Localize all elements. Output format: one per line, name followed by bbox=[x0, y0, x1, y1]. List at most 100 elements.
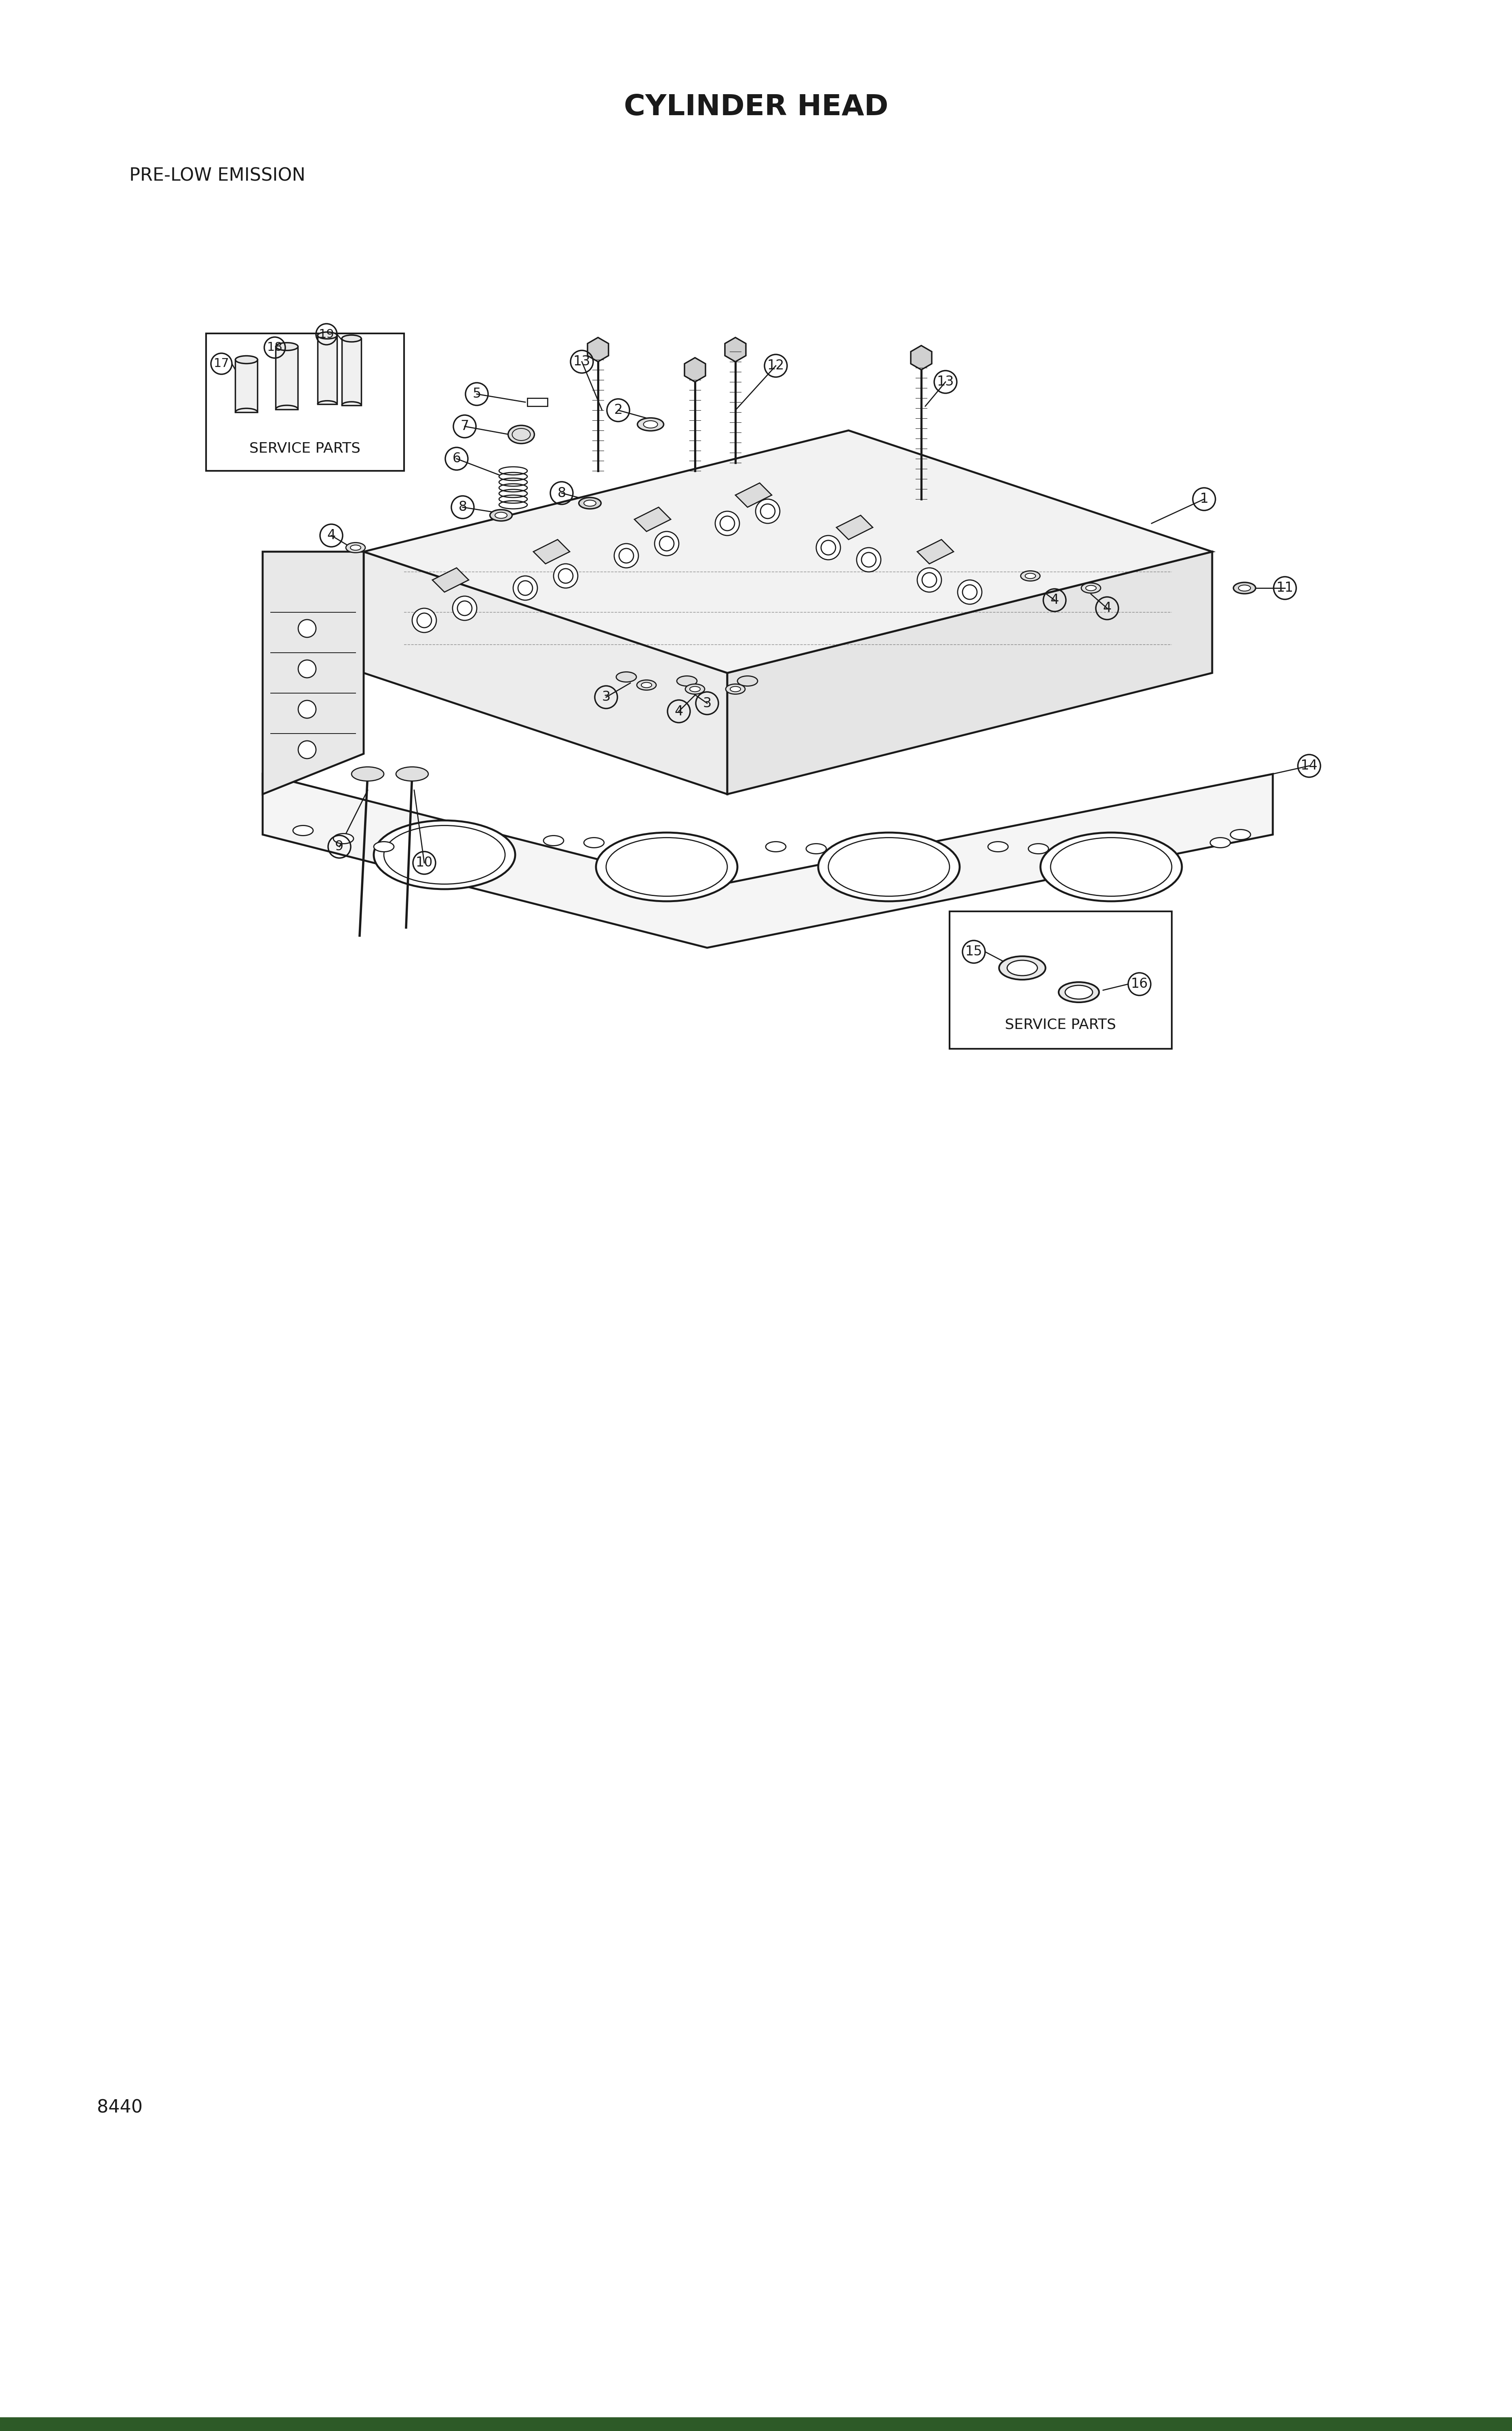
Ellipse shape bbox=[987, 841, 1009, 851]
Polygon shape bbox=[635, 508, 671, 532]
Ellipse shape bbox=[726, 683, 745, 695]
Circle shape bbox=[298, 620, 316, 637]
Text: SERVICE PARTS: SERVICE PARTS bbox=[249, 442, 361, 455]
Text: 5: 5 bbox=[472, 387, 481, 401]
Text: 19: 19 bbox=[319, 328, 334, 340]
Ellipse shape bbox=[373, 841, 395, 851]
Ellipse shape bbox=[1021, 571, 1040, 581]
Polygon shape bbox=[685, 357, 706, 382]
Circle shape bbox=[816, 535, 841, 559]
Circle shape bbox=[614, 545, 638, 569]
Ellipse shape bbox=[818, 831, 960, 902]
Text: 4: 4 bbox=[327, 530, 336, 542]
Text: 18: 18 bbox=[268, 343, 283, 352]
Polygon shape bbox=[432, 569, 469, 593]
Bar bbox=[318, 335, 337, 404]
Ellipse shape bbox=[641, 683, 652, 688]
Ellipse shape bbox=[1238, 586, 1250, 591]
Circle shape bbox=[756, 498, 780, 523]
Ellipse shape bbox=[730, 686, 741, 693]
Text: CYLINDER HEAD: CYLINDER HEAD bbox=[624, 92, 888, 122]
Circle shape bbox=[655, 532, 679, 557]
Bar bbox=[950, 912, 1172, 1048]
Ellipse shape bbox=[293, 827, 313, 836]
Ellipse shape bbox=[999, 955, 1045, 980]
Ellipse shape bbox=[1007, 960, 1037, 975]
Ellipse shape bbox=[765, 841, 786, 851]
Circle shape bbox=[413, 608, 437, 632]
Circle shape bbox=[298, 741, 316, 758]
Text: 15: 15 bbox=[965, 946, 983, 958]
Text: 14: 14 bbox=[1300, 758, 1318, 773]
Ellipse shape bbox=[1028, 844, 1048, 853]
Ellipse shape bbox=[373, 819, 516, 890]
Ellipse shape bbox=[1058, 982, 1099, 1002]
Polygon shape bbox=[836, 515, 872, 540]
Ellipse shape bbox=[351, 766, 384, 780]
Text: SERVICE PARTS: SERVICE PARTS bbox=[1005, 1019, 1116, 1031]
Ellipse shape bbox=[318, 333, 337, 338]
Text: 10: 10 bbox=[416, 856, 432, 870]
Text: 8: 8 bbox=[558, 486, 565, 501]
Circle shape bbox=[857, 547, 881, 571]
Ellipse shape bbox=[738, 676, 758, 686]
Text: 3: 3 bbox=[602, 690, 611, 705]
Ellipse shape bbox=[236, 355, 257, 365]
Text: 13: 13 bbox=[937, 374, 954, 389]
Ellipse shape bbox=[1040, 831, 1182, 902]
Circle shape bbox=[298, 659, 316, 678]
Polygon shape bbox=[735, 484, 771, 508]
Ellipse shape bbox=[1064, 985, 1093, 999]
Text: 4: 4 bbox=[1051, 593, 1058, 608]
Ellipse shape bbox=[1231, 829, 1250, 839]
Circle shape bbox=[957, 581, 981, 605]
Ellipse shape bbox=[638, 418, 664, 430]
Text: 12: 12 bbox=[767, 360, 785, 372]
Ellipse shape bbox=[508, 425, 534, 442]
Text: 16: 16 bbox=[1131, 977, 1148, 992]
Ellipse shape bbox=[1210, 839, 1231, 848]
Bar bbox=[206, 333, 404, 472]
Circle shape bbox=[513, 576, 537, 600]
Text: 17: 17 bbox=[213, 357, 230, 370]
Ellipse shape bbox=[617, 671, 637, 683]
Polygon shape bbox=[588, 338, 608, 362]
Text: 4: 4 bbox=[1102, 600, 1111, 615]
Bar bbox=[342, 338, 361, 406]
Text: PRE-LOW EMISSION: PRE-LOW EMISSION bbox=[130, 168, 305, 185]
Ellipse shape bbox=[584, 501, 596, 506]
Circle shape bbox=[452, 596, 476, 620]
Text: 13: 13 bbox=[573, 355, 590, 370]
Bar bbox=[528, 399, 547, 406]
Ellipse shape bbox=[596, 831, 738, 902]
Text: 9: 9 bbox=[336, 841, 343, 853]
Polygon shape bbox=[534, 540, 570, 564]
Ellipse shape bbox=[685, 683, 705, 695]
Ellipse shape bbox=[677, 676, 697, 686]
Text: 2: 2 bbox=[614, 404, 623, 416]
Text: 1: 1 bbox=[1201, 493, 1208, 506]
Circle shape bbox=[918, 569, 942, 593]
Bar bbox=[236, 360, 257, 413]
Ellipse shape bbox=[644, 421, 658, 428]
Circle shape bbox=[298, 700, 316, 717]
Text: 6: 6 bbox=[452, 452, 461, 464]
Text: 8: 8 bbox=[458, 501, 467, 513]
Ellipse shape bbox=[1086, 586, 1096, 591]
Ellipse shape bbox=[490, 511, 513, 520]
Text: 3: 3 bbox=[703, 698, 712, 710]
Ellipse shape bbox=[579, 498, 602, 508]
Polygon shape bbox=[364, 552, 727, 795]
Ellipse shape bbox=[275, 343, 298, 350]
Polygon shape bbox=[724, 338, 745, 362]
Ellipse shape bbox=[351, 545, 361, 549]
Ellipse shape bbox=[396, 766, 428, 780]
Ellipse shape bbox=[637, 681, 656, 690]
Ellipse shape bbox=[342, 335, 361, 343]
Circle shape bbox=[553, 564, 578, 588]
Text: 11: 11 bbox=[1276, 581, 1293, 596]
Ellipse shape bbox=[689, 686, 700, 693]
Ellipse shape bbox=[494, 513, 507, 518]
Ellipse shape bbox=[584, 839, 605, 848]
Text: 8440: 8440 bbox=[97, 2098, 142, 2117]
